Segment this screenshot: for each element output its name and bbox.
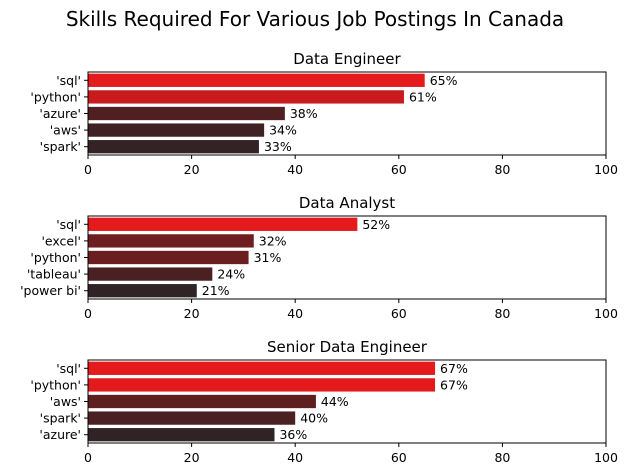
axes-frame — [87, 215, 607, 300]
data-label: 65% — [430, 73, 458, 88]
data-label: 24% — [217, 267, 245, 282]
bar — [88, 106, 285, 121]
bar — [88, 123, 265, 137]
bar — [88, 394, 316, 409]
bar — [88, 361, 436, 375]
data-label: 44% — [321, 394, 349, 409]
data-label: 34% — [269, 123, 297, 138]
y-tick-label: 'spark' — [40, 139, 81, 154]
y-tick-label: 'python' — [30, 89, 81, 104]
bar — [88, 428, 275, 442]
x-tick-label: 80 — [494, 162, 510, 177]
x-tick-label: 80 — [494, 450, 510, 465]
x-tick-label: 20 — [184, 450, 200, 465]
y-tick-label: 'aws' — [50, 394, 81, 409]
data-label: 21% — [202, 283, 230, 298]
subplot-1: Data Engineer 'sql' 65% 'python' 61% 'azure' 3… — [30, 50, 618, 177]
subplot-title: Senior Data Engineer — [267, 338, 428, 356]
x-tick-label: 100 — [594, 306, 618, 321]
data-label: 67% — [440, 361, 468, 376]
subplot-2: Data Analyst 'sql' 52% 'excel' 32% 'python' 31… — [20, 194, 618, 321]
x-tick-label: 20 — [184, 162, 200, 177]
subplot-title: Data Analyst — [299, 194, 395, 212]
y-tick-label: 'tableau' — [27, 267, 81, 282]
subplot-3: Senior Data Engineer 'sql' 67% 'python' 67% '… — [30, 338, 618, 465]
y-tick-label: 'aws' — [50, 123, 81, 138]
bar — [88, 267, 213, 281]
y-tick-label: 'spark' — [40, 411, 81, 426]
bar — [88, 73, 425, 87]
data-label: 67% — [440, 377, 468, 392]
y-tick-label: 'sql' — [56, 73, 81, 88]
data-label: 31% — [254, 250, 282, 265]
bar — [88, 234, 254, 248]
x-tick-label: 40 — [287, 450, 303, 465]
x-tick-label: 0 — [84, 162, 92, 177]
data-label: 38% — [290, 106, 318, 121]
x-tick-label: 100 — [594, 162, 618, 177]
bar — [88, 140, 259, 154]
y-tick-label: 'python' — [30, 377, 81, 392]
data-label: 52% — [362, 217, 390, 232]
x-tick-label: 40 — [287, 162, 303, 177]
data-label: 36% — [279, 427, 307, 442]
x-tick-label: 20 — [184, 306, 200, 321]
subplots: Data Engineer 'sql' 65% 'python' 61% 'azure' 3… — [20, 50, 618, 465]
axes-frame — [87, 71, 607, 156]
x-tick-label: 40 — [287, 306, 303, 321]
figure-title: Skills Required For Various Job Postings… — [66, 7, 564, 31]
subplot-title: Data Engineer — [293, 50, 401, 68]
bar — [88, 284, 197, 298]
x-tick-label: 100 — [594, 450, 618, 465]
data-label: 32% — [259, 233, 287, 248]
bar — [88, 217, 358, 231]
y-tick-label: 'power bi' — [20, 283, 81, 298]
x-tick-label: 80 — [494, 306, 510, 321]
data-label: 33% — [264, 139, 292, 154]
x-tick-label: 60 — [391, 306, 407, 321]
y-tick-label: 'azure' — [39, 427, 81, 442]
x-tick-label: 0 — [84, 306, 92, 321]
axes-frame — [87, 359, 607, 444]
x-tick-label: 0 — [84, 450, 92, 465]
data-label: 40% — [300, 411, 328, 426]
y-tick-label: 'azure' — [39, 106, 81, 121]
bar — [88, 411, 296, 425]
x-tick-label: 60 — [391, 450, 407, 465]
bar — [88, 250, 249, 265]
y-tick-label: 'excel' — [41, 233, 81, 248]
y-tick-label: 'python' — [30, 250, 81, 265]
bar — [88, 90, 404, 104]
y-tick-label: 'sql' — [56, 361, 81, 376]
y-tick-label: 'sql' — [56, 217, 81, 232]
x-tick-label: 60 — [391, 162, 407, 177]
data-label: 61% — [409, 89, 437, 104]
bar — [88, 378, 436, 392]
